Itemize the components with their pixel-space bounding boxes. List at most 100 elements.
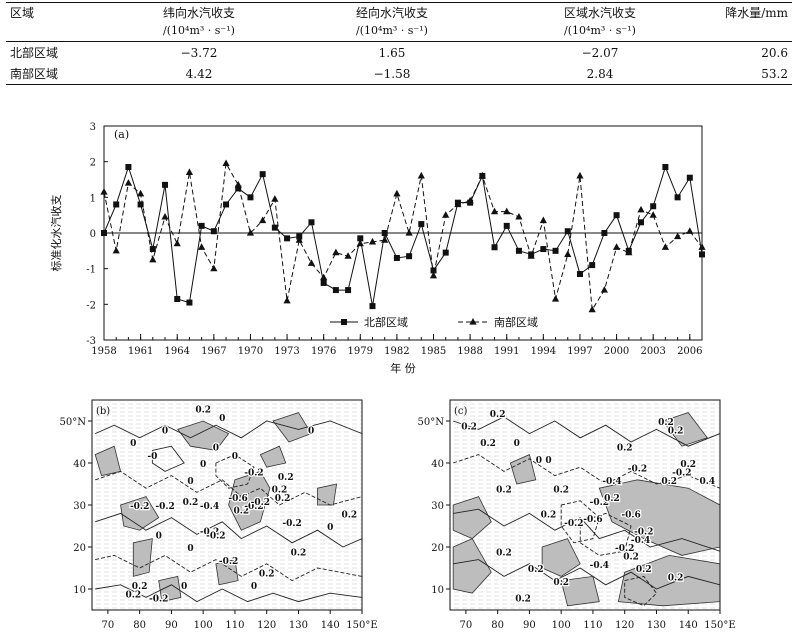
cell-precip: 53.2	[761, 66, 788, 81]
lon-tick-label: 90	[165, 620, 178, 631]
data-point-north	[162, 181, 169, 188]
series-line-south	[103, 161, 703, 312]
contour-label: 0	[536, 456, 542, 466]
data-point-south	[466, 196, 474, 204]
data-point-south	[576, 171, 584, 179]
data-point-north	[613, 212, 620, 219]
data-point-north	[174, 295, 181, 302]
data-point-south	[686, 227, 694, 234]
data-point-south	[368, 237, 377, 245]
data-point-south	[173, 239, 181, 247]
contour-label: 0	[162, 427, 168, 437]
data-point-south	[161, 212, 169, 220]
cell-region: 南部区域	[10, 67, 59, 81]
header-meridional-unit: /(10⁴m³ · s⁻¹)	[356, 24, 428, 37]
data-point-south	[515, 212, 523, 220]
contour-label: 0.2	[604, 494, 620, 504]
data-point-north	[186, 299, 193, 306]
contour-label: -0.2	[130, 502, 149, 512]
data-point-north	[308, 219, 315, 226]
shaded-region	[452, 496, 492, 540]
header-zonal: 纬向水汽收支 /(10⁴m³ · s⁻¹)	[110, 3, 288, 42]
contour-line	[579, 512, 632, 556]
contour-label: 0.2	[480, 439, 496, 449]
contour-label: 0	[213, 443, 219, 453]
lat-tick-label: 30	[431, 501, 444, 512]
contour-line	[151, 445, 185, 472]
data-point-south	[149, 255, 157, 263]
contour-label: -0.2	[149, 595, 168, 605]
shaded-region	[560, 575, 600, 607]
data-point-north	[515, 247, 522, 254]
y-tick-label: 1	[90, 193, 96, 204]
map-panel-c: 0.2 0.2 0.2 0.2 0.2 0 0 0.2 0 0.2 -0.2 -0.4 -0.2 0.2 0…	[398, 394, 748, 644]
contour-label: 0.2	[461, 422, 477, 432]
header-regional-title: 区域水汽收支	[563, 6, 636, 20]
lon-tick-label: 110	[225, 620, 244, 631]
contour-line	[215, 454, 255, 489]
legend-marker-north	[341, 319, 347, 325]
shaded-region	[259, 445, 287, 468]
contour-label: 0	[308, 427, 314, 437]
contour-label: -0.6	[621, 511, 640, 521]
data-point-north	[320, 279, 327, 286]
contour-label: 0	[130, 439, 136, 449]
series-line-north	[103, 165, 703, 307]
contour-label: 0.2	[515, 595, 531, 605]
x-tick-label: 1964	[164, 346, 189, 357]
data-point-south	[320, 273, 328, 281]
contour-label: 0	[200, 460, 206, 470]
data-point-north	[406, 253, 413, 260]
lat-tick-label: 10	[431, 585, 444, 596]
header-meridional-title: 经向水汽收支	[355, 6, 428, 20]
data-point-north	[442, 249, 449, 256]
y-tick-label: 0	[90, 229, 96, 240]
lon-tick-label: 120	[615, 620, 634, 631]
y-tick-label: 2	[90, 158, 96, 169]
data-point-south	[539, 216, 547, 224]
data-point-south	[234, 180, 242, 188]
data-point-south	[198, 243, 206, 250]
header-regional-unit: /(10⁴m³ · s⁻¹)	[564, 24, 636, 37]
data-point-south	[588, 305, 596, 313]
data-point-south	[637, 205, 645, 213]
data-point-north	[271, 224, 278, 231]
data-point-north	[284, 235, 291, 242]
y-axis-label: 标准化水汽收支	[49, 195, 63, 272]
data-point-north	[601, 230, 608, 236]
contour-label: 0.2	[617, 443, 633, 453]
contour-label: -0.2	[634, 527, 653, 537]
moisture-budget-table: 区域 纬向水汽收支 /(10⁴m³ · s⁻¹) 经向水汽收支 /(10⁴m³ …	[6, 2, 792, 85]
data-point-north	[381, 230, 388, 236]
shaded-region	[662, 412, 708, 447]
data-point-south	[185, 168, 194, 175]
contour-label: -0.2	[219, 557, 238, 567]
contour-line	[624, 575, 658, 607]
lon-tick-label: 70	[102, 620, 115, 631]
contour-label: 0.2	[275, 494, 291, 504]
header-meridional: 经向水汽收支 /(10⁴m³ · s⁻¹)	[288, 3, 496, 42]
y-tick-label: -3	[86, 336, 96, 347]
contour-label: -0.4	[590, 561, 609, 571]
data-point-north	[259, 171, 266, 178]
data-point-north	[637, 219, 644, 226]
x-tick-label: 2003	[640, 346, 665, 357]
data-point-north	[369, 303, 376, 310]
lon-tick-label: 100	[552, 620, 571, 631]
cell-meridional: −1.58	[373, 66, 411, 81]
data-point-south	[551, 294, 560, 302]
data-point-north	[564, 228, 571, 235]
contour-label: -0.2	[206, 532, 225, 542]
lat-tick-label: 20	[73, 543, 86, 554]
x-tick-label: 1994	[531, 346, 556, 357]
data-point-north	[235, 185, 242, 192]
cell-meridional: 1.65	[378, 45, 406, 60]
contour-label: 0.2	[132, 582, 148, 592]
data-point-south	[332, 248, 340, 256]
legend-label-north: 北部区域	[364, 315, 408, 329]
contour-label: -0.2	[615, 544, 634, 554]
contour-label: 0.2	[680, 460, 696, 470]
data-point-south	[137, 189, 145, 197]
lat-tick-label: 40	[73, 459, 86, 470]
contour-label: 0.2	[341, 511, 357, 521]
